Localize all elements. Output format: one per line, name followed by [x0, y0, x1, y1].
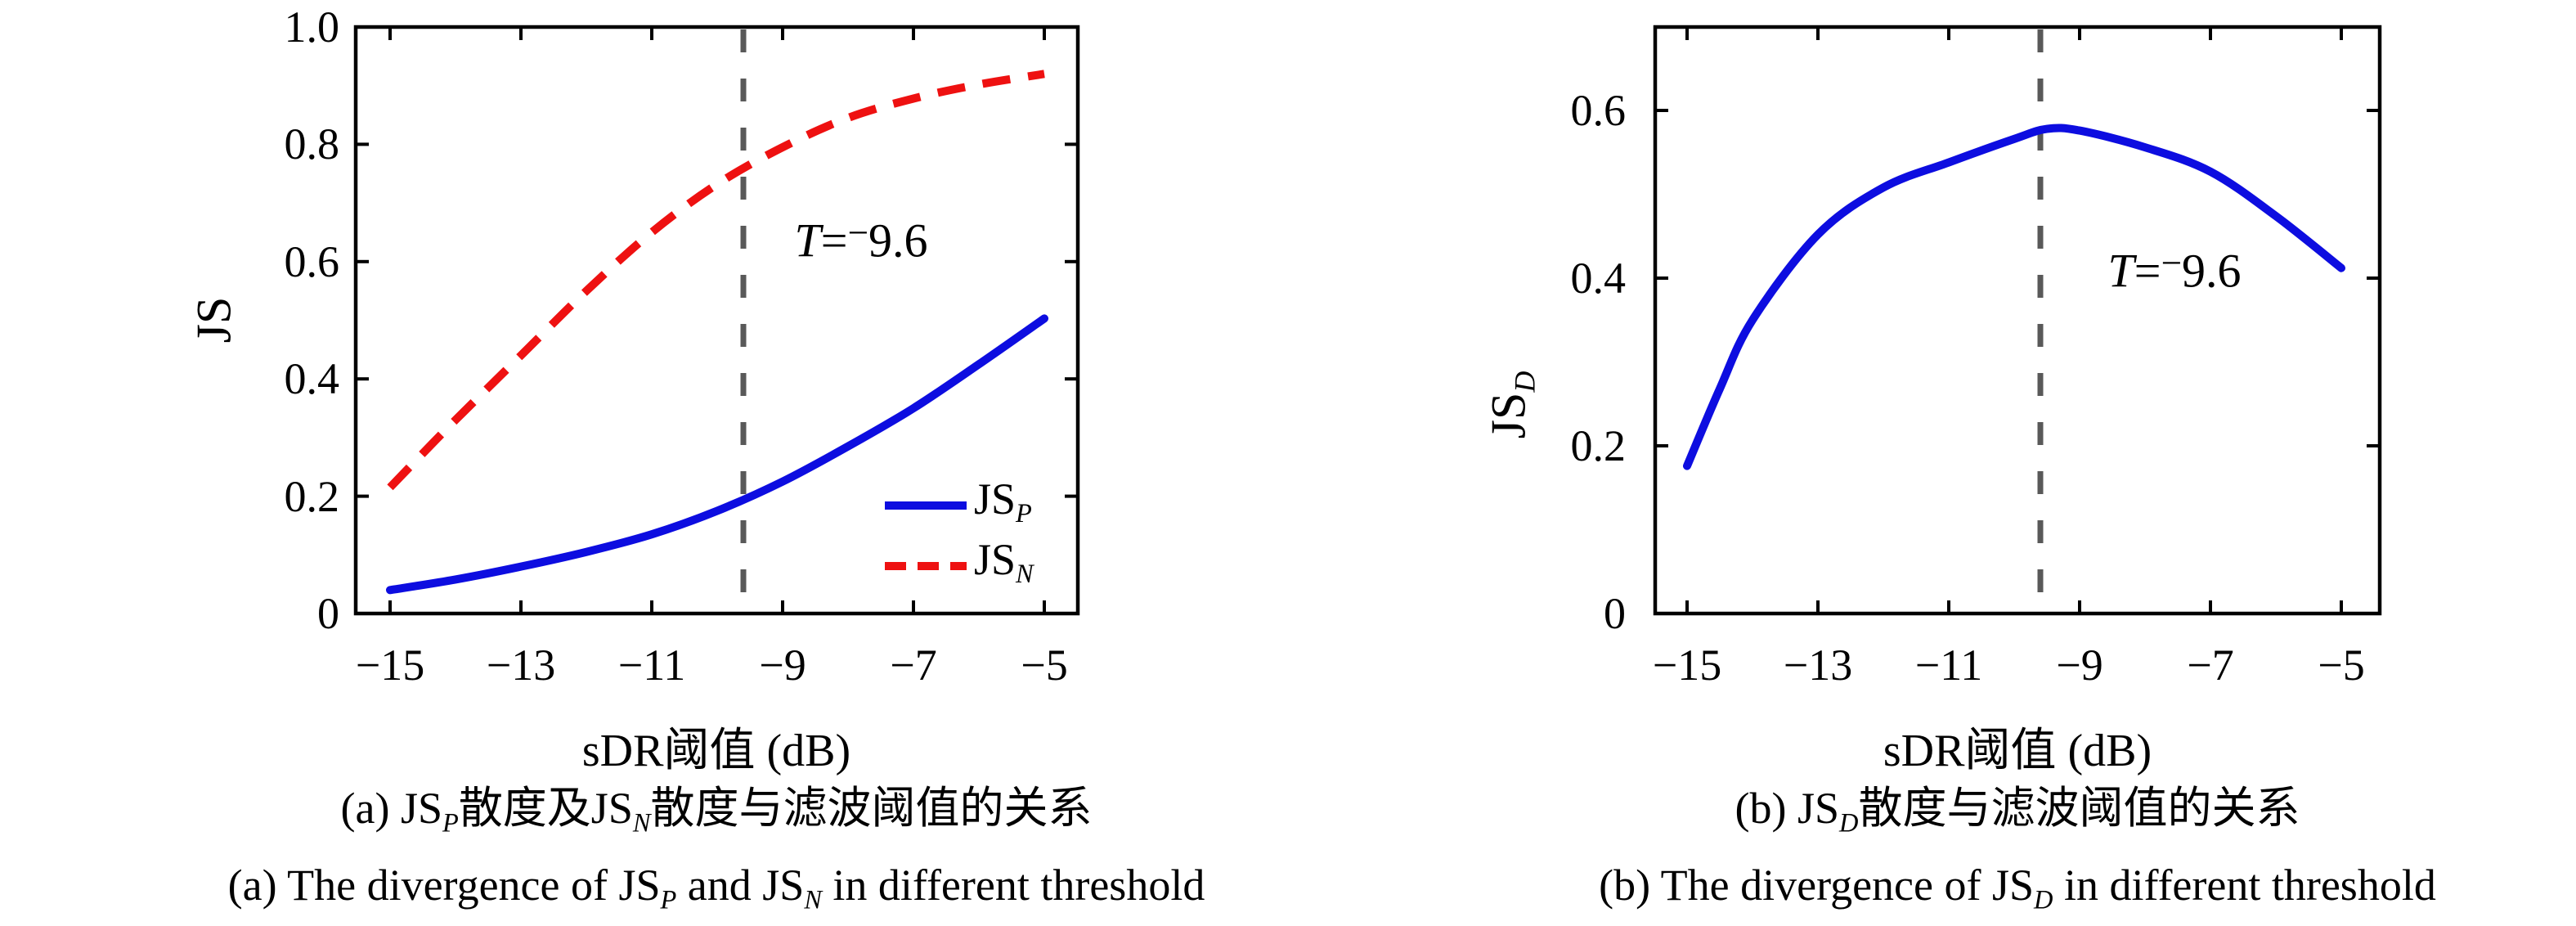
y-tick-label: 0 — [317, 589, 339, 638]
x-tick-label: −13 — [486, 641, 556, 690]
y-tick-label: 0 — [1604, 589, 1626, 638]
x-tick-label: −11 — [617, 641, 686, 690]
y-tick-label: 0.2 — [284, 471, 340, 521]
x-tick-label: −7 — [2187, 641, 2234, 690]
y-tick-label: 0.2 — [1570, 421, 1627, 470]
legend-label-jsn: JSN — [974, 534, 1034, 590]
legend-label-jsp: JSP — [974, 474, 1032, 529]
x-tick-label: −13 — [1783, 641, 1853, 690]
y-axis-label-b: JSD — [1481, 371, 1542, 439]
y-tick-label: 0.8 — [284, 119, 340, 169]
caption-english-b: (b) The divergence of JSD in different t… — [1599, 861, 2436, 915]
y-tick-label: 0.6 — [284, 236, 340, 286]
caption-english-a: (a) The divergence of JSP and JSN in dif… — [227, 861, 1205, 915]
x-tick-label: −15 — [1652, 641, 1722, 690]
caption-chinese-b: (b) JSD散度与滤波阈值的关系 — [1735, 784, 2300, 838]
caption-chinese-a: (a) JSP散度及JSN散度与滤波阈值的关系 — [340, 784, 1093, 838]
y-axis-label-a: JS — [186, 296, 241, 344]
x-axis-label-a: sDR阈值 (dB) — [581, 726, 851, 776]
legend-sample-jsn — [885, 562, 967, 570]
threshold-annotation-a: T=−9.6 — [794, 212, 928, 267]
y-tick-label: 0.4 — [284, 354, 340, 404]
x-axis-label-b: sDR阈值 (dB) — [1883, 726, 2152, 776]
threshold-annotation-b: T=−9.6 — [2107, 242, 2242, 298]
x-tick-label: −11 — [1914, 641, 1983, 690]
x-tick-label: −5 — [1021, 641, 1068, 690]
x-tick-label: −9 — [2056, 641, 2103, 690]
x-tick-label: −5 — [2318, 641, 2365, 690]
x-tick-label: −15 — [355, 641, 425, 690]
y-tick-label: 0.4 — [1570, 254, 1627, 303]
legend-sample-jsp — [885, 501, 967, 510]
x-tick-label: −7 — [890, 641, 937, 690]
x-tick-label: −9 — [759, 641, 806, 690]
y-tick-label: 0.6 — [1570, 86, 1627, 135]
y-tick-label: 1.0 — [284, 2, 340, 52]
